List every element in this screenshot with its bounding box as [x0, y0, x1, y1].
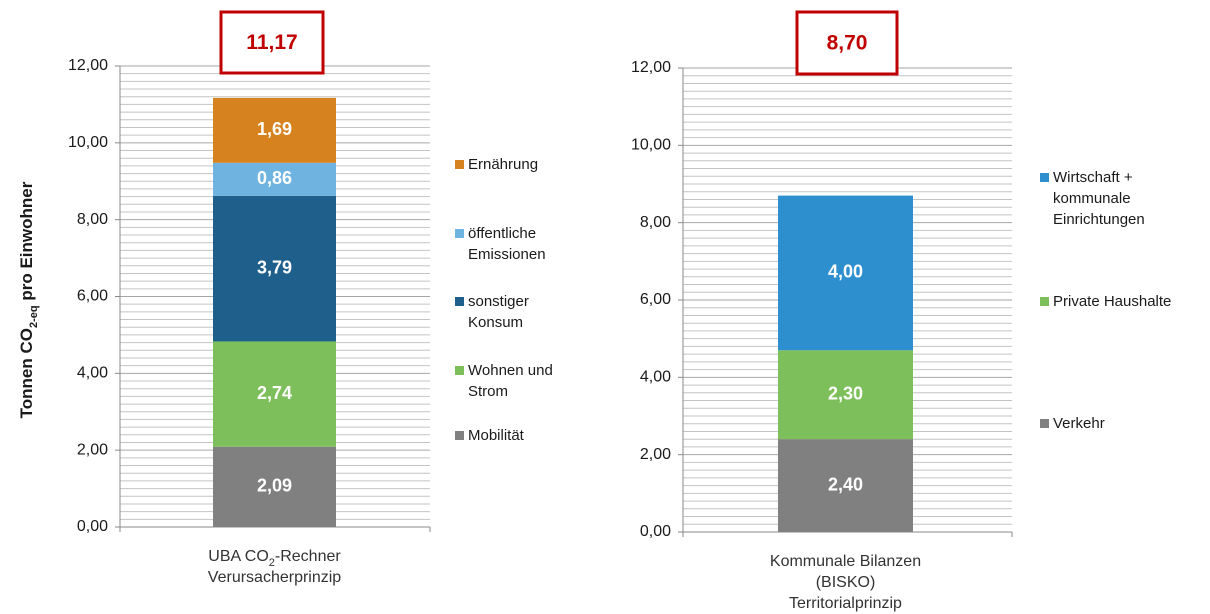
legend-label: öffentliche Emissionen — [468, 225, 546, 263]
bar-segment — [213, 97, 336, 163]
x-category-label: Territorialprinzip — [789, 595, 902, 612]
y-tick-label: 2,00 — [640, 446, 671, 463]
x-category-label: UBA CO2-Rechner — [208, 548, 341, 569]
data-label: 2,74 — [257, 383, 292, 403]
text-part: Tonnen CO — [17, 328, 36, 418]
data-label: 3,79 — [257, 257, 292, 277]
y-tick-label: 6,00 — [77, 288, 108, 305]
y-tick-label: 12,00 — [631, 59, 671, 76]
total-box — [795, 10, 899, 76]
data-label: 0,86 — [257, 168, 292, 188]
text-part: 2-eq — [28, 305, 40, 328]
text-part: Verursacherprinzip — [208, 569, 342, 586]
text-part: (BISKO) — [816, 574, 876, 591]
text-part: -Rechner — [275, 548, 341, 565]
bar-segment — [213, 162, 336, 196]
text-part: UBA CO — [208, 548, 268, 565]
bar-segment — [778, 195, 913, 351]
y-tick-label: 0,00 — [77, 518, 108, 535]
y-tick-label: 10,00 — [68, 134, 108, 151]
bar-segment — [213, 341, 336, 447]
y-tick-label: 4,00 — [640, 369, 671, 386]
bar-segment — [778, 439, 913, 532]
legend-label: Private Haushalte — [1053, 293, 1171, 310]
text-part: Kommunale Bilanzen — [770, 553, 921, 570]
y-tick-label: 6,00 — [640, 291, 671, 308]
legend-swatch — [1040, 173, 1049, 182]
y-axis-label: Tonnen CO2-eq pro Einwohner — [17, 181, 39, 418]
legend-swatch — [1040, 297, 1049, 306]
bar-segment — [778, 350, 913, 440]
legend-swatch — [455, 160, 464, 169]
legend-label: Mobilität — [468, 427, 525, 444]
y-tick-label: 12,00 — [68, 57, 108, 74]
total-box — [219, 10, 325, 75]
text-part: Territorialprinzip — [789, 595, 902, 612]
data-label: 4,00 — [828, 262, 863, 282]
legend-label: Wohnen und Strom — [468, 362, 553, 400]
data-label: 2,30 — [828, 383, 863, 403]
x-category-label: Verursacherprinzip — [208, 569, 342, 586]
legend-label: Ernährung — [468, 156, 538, 173]
legend-swatch — [455, 229, 464, 238]
data-label: 2,09 — [257, 476, 292, 496]
legend-label: Wirtschaft + kommunale Einrichtungen — [1053, 169, 1145, 228]
bar-segment — [213, 195, 336, 342]
y-tick-label: 0,00 — [640, 523, 671, 540]
data-label: 2,40 — [828, 474, 863, 494]
legend-swatch — [455, 366, 464, 375]
text-part: 2 — [269, 557, 275, 569]
total-label: 8,70 — [827, 32, 868, 55]
y-tick-label: 8,00 — [77, 211, 108, 228]
y-tick-label: 8,00 — [640, 214, 671, 231]
legend-swatch — [1040, 419, 1049, 428]
bar-segment — [213, 446, 336, 527]
data-label: 1,69 — [257, 119, 292, 139]
legend-label: Verkehr — [1053, 415, 1105, 432]
y-tick-label: 2,00 — [77, 441, 108, 458]
text-part: pro Einwohner — [17, 181, 36, 305]
x-category-label: (BISKO) — [816, 574, 876, 591]
y-tick-label: 10,00 — [631, 137, 671, 154]
y-tick-label: 4,00 — [77, 365, 108, 382]
x-category-label: Kommunale Bilanzen — [770, 553, 921, 570]
legend-swatch — [455, 431, 464, 440]
legend-swatch — [455, 297, 464, 306]
legend-label: sonstiger Konsum — [468, 293, 529, 331]
total-label: 11,17 — [246, 31, 297, 54]
